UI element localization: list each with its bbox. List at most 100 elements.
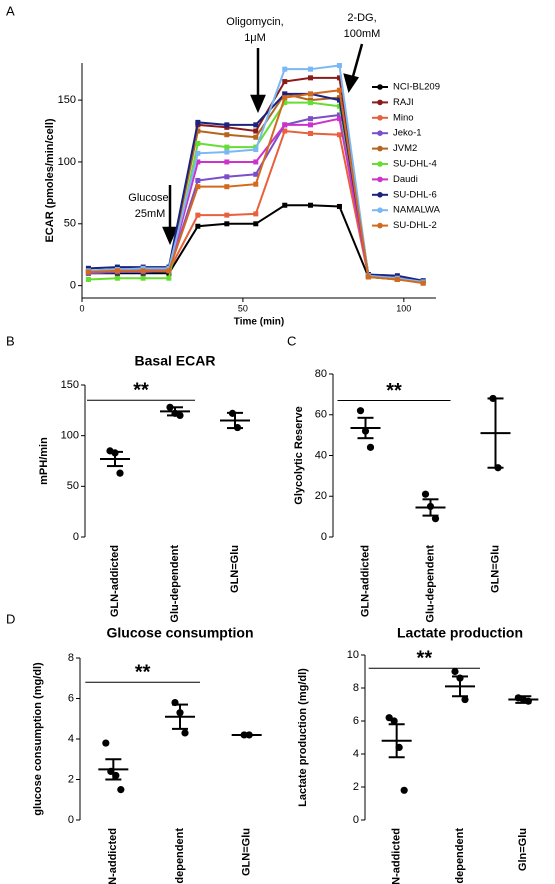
- x-tick-label: Glu-dependent: [454, 828, 466, 884]
- series-marker: [195, 159, 201, 165]
- x-tick-label: GLN-addicted: [107, 828, 119, 884]
- x-tick-label: GLN=Glu: [229, 545, 241, 593]
- series-marker: [307, 75, 313, 81]
- significance-label: **: [135, 662, 151, 684]
- series-marker: [224, 174, 230, 180]
- series-marker: [195, 128, 201, 134]
- series-marker: [253, 128, 259, 134]
- series-marker: [253, 211, 259, 217]
- series-marker: [336, 116, 342, 122]
- series-marker: [336, 132, 342, 138]
- y-tick-label: 100: [58, 156, 76, 168]
- series-marker: [336, 203, 342, 209]
- significance-label: **: [417, 647, 433, 669]
- legend-label: SU-DHL-2: [393, 220, 437, 231]
- series-marker: [253, 122, 259, 128]
- y-tick-label: 50: [67, 480, 79, 492]
- data-point: [461, 695, 469, 704]
- data-point: [356, 407, 365, 415]
- legend-marker: [377, 161, 383, 167]
- legend-label: Jeko-1: [393, 128, 422, 139]
- series-marker: [224, 221, 230, 227]
- series-marker: [224, 184, 230, 190]
- annotation: Oligomycin,: [226, 16, 283, 28]
- series-marker: [140, 275, 146, 281]
- series-line: [88, 129, 424, 283]
- legend-marker: [377, 192, 383, 198]
- y-tick-label: 2: [68, 773, 74, 785]
- series-marker: [253, 147, 259, 153]
- y-tick-label: 10: [347, 649, 359, 661]
- y-axis-title: ECAR (pmoles/min/cell): [44, 118, 56, 242]
- series-marker: [195, 184, 201, 190]
- series-marker: [336, 62, 342, 68]
- x-tick-label: 100: [396, 303, 411, 313]
- series-marker: [336, 75, 342, 81]
- y-axis-title: Glycolytic Reserve: [293, 406, 305, 504]
- y-tick-label: 6: [353, 715, 359, 727]
- data-point: [117, 786, 125, 794]
- y-axis-title: Lactate production (mg/dl): [297, 668, 309, 807]
- series-marker: [85, 276, 91, 282]
- series-marker: [307, 116, 313, 122]
- series-marker: [307, 122, 313, 128]
- x-tick-label: GLN-addicted: [391, 828, 403, 884]
- series-marker: [224, 122, 230, 128]
- x-tick-label: 0: [79, 303, 84, 313]
- significance-label: **: [386, 380, 402, 402]
- data-point: [102, 739, 110, 747]
- series-marker: [195, 212, 201, 218]
- y-tick-label: 80: [315, 368, 327, 380]
- data-point: [116, 469, 124, 477]
- y-tick-label: 100: [61, 430, 79, 442]
- series-marker: [307, 66, 313, 72]
- series-marker: [307, 91, 313, 97]
- series-marker: [282, 128, 288, 134]
- series-marker: [224, 159, 230, 165]
- series-marker: [336, 87, 342, 93]
- series-marker: [253, 221, 259, 227]
- y-tick-label: 0: [70, 280, 76, 292]
- x-tick-label: 50: [238, 303, 248, 313]
- legend-label: Daudi: [393, 174, 418, 185]
- data-point: [451, 667, 459, 676]
- legend-marker: [377, 222, 383, 229]
- data-point: [421, 490, 430, 498]
- legend-label: Mino: [393, 112, 414, 123]
- x-tick-label: Glu-dependent: [174, 828, 186, 884]
- annotation: Glucose,: [128, 192, 171, 204]
- panel-label: C: [287, 333, 296, 348]
- series-marker: [224, 144, 230, 150]
- x-tick-label: GLN-addicted: [109, 545, 121, 617]
- legend-label: SU-DHL-4: [393, 159, 437, 170]
- y-tick-label: 8: [68, 652, 74, 664]
- series-marker: [307, 202, 313, 208]
- series-marker: [114, 268, 120, 274]
- y-tick-label: 2: [353, 781, 359, 793]
- series-marker: [282, 66, 288, 72]
- series-marker: [282, 91, 288, 97]
- significance-label: **: [133, 379, 149, 401]
- series-marker: [307, 131, 313, 136]
- legend-marker: [377, 176, 383, 183]
- series-marker: [195, 140, 201, 146]
- series-marker: [166, 268, 172, 274]
- x-tick-label: Glu-dependent: [424, 545, 436, 623]
- legend-label: NCI-BL209: [393, 82, 440, 93]
- series-marker: [140, 268, 146, 274]
- arrows: [162, 43, 364, 246]
- series-marker: [224, 149, 230, 155]
- legend-label: NAMALWA: [393, 205, 441, 216]
- series-marker: [253, 134, 259, 140]
- legend-marker: [377, 99, 383, 106]
- legend-label: JVM2: [393, 143, 417, 154]
- legend-marker: [377, 84, 383, 90]
- y-tick-label: 0: [321, 531, 327, 543]
- series-marker: [195, 150, 201, 156]
- series-marker: [336, 97, 342, 103]
- series-marker: [336, 112, 342, 118]
- annotation: 2-DG,: [347, 12, 376, 24]
- series-marker: [282, 202, 288, 208]
- y-axis-title: glucose consumption (mg/dl): [32, 662, 44, 816]
